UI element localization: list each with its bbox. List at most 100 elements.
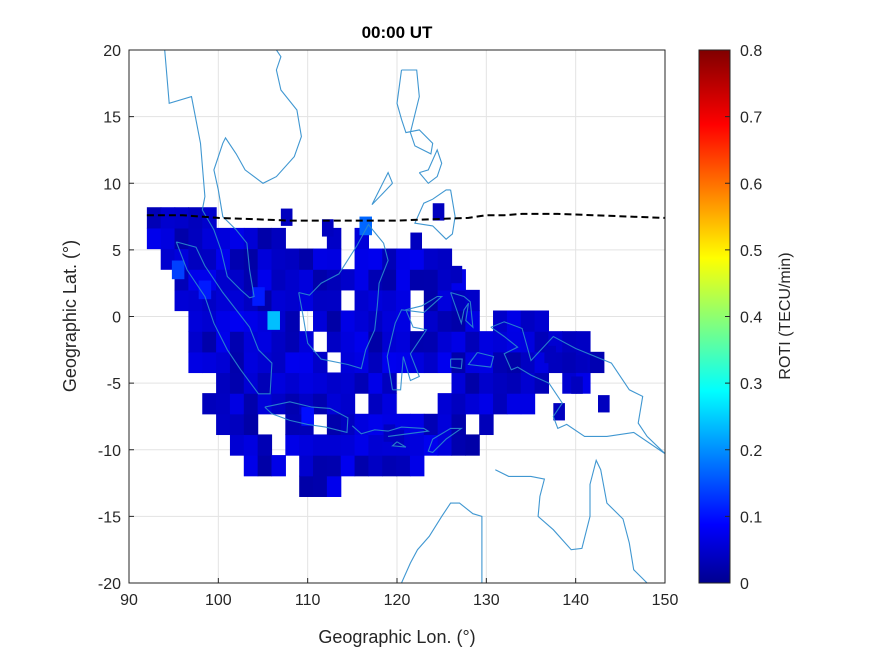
roti-cell-highlight (198, 280, 212, 300)
roti-cell (160, 227, 176, 250)
roti-cell (257, 434, 273, 456)
colorbar-tick-label: 0.6 (740, 176, 762, 193)
coastlines (164, 50, 665, 583)
roti-cell (229, 351, 245, 374)
coastline (175, 241, 273, 395)
roti-cell (409, 455, 425, 477)
roti-cell (285, 310, 300, 332)
y-tick-label: -20 (98, 576, 121, 593)
roti-cell (520, 310, 536, 332)
colorbar-tick-label: 0.3 (740, 376, 762, 393)
roti-cell (257, 269, 273, 291)
roti-cell (506, 393, 522, 415)
roti-cell (271, 227, 286, 250)
coastline (427, 427, 464, 454)
roti-cell (383, 424, 396, 442)
roti-cell (553, 403, 565, 421)
roti-cell-highlight (171, 260, 185, 280)
roti-cell (479, 413, 494, 436)
roti-cell (392, 429, 405, 448)
roti-cell (368, 455, 383, 477)
roti-cell (313, 269, 328, 291)
roti-cell (326, 393, 342, 415)
colorbar-tick-label: 0 (740, 576, 749, 593)
roti-cell (216, 227, 231, 250)
roti-cell (451, 393, 466, 415)
coastline (396, 69, 434, 155)
y-tick-label: -15 (98, 509, 121, 526)
roti-cell (188, 331, 203, 353)
roti-cell (465, 393, 480, 415)
roti-cell (450, 265, 463, 284)
roti-cell (598, 395, 610, 413)
roti-cell (243, 310, 259, 332)
roti-cell (368, 434, 383, 456)
coastline (386, 295, 444, 391)
roti-cell (216, 351, 231, 374)
roti-cell (160, 207, 176, 229)
roti-cell (423, 351, 439, 374)
roti-cell (493, 351, 508, 374)
colorbar-tick-label: 0.1 (740, 509, 762, 526)
roti-cell (243, 227, 259, 250)
roti-cell (534, 372, 550, 394)
roti-cell-highlight (252, 287, 265, 306)
roti-cell (354, 372, 370, 394)
coastline (414, 189, 456, 240)
roti-cell (202, 227, 217, 250)
roti-cell (188, 207, 203, 229)
roti-cell (174, 207, 190, 229)
roti-cell (326, 413, 342, 436)
y-tick-label: 20 (103, 43, 121, 60)
roti-cell (313, 372, 328, 394)
roti-cell (271, 248, 286, 270)
roti-cell (368, 413, 383, 436)
roti-cell (451, 351, 466, 374)
roti-cell (396, 248, 411, 270)
roti-cell (493, 393, 508, 415)
roti-cell (271, 455, 286, 477)
colorbar-tick-label: 0.8 (740, 43, 762, 60)
roti-cell (409, 269, 425, 291)
roti-cell (271, 351, 286, 374)
roti-cell (534, 310, 550, 332)
roti-cell (437, 393, 453, 415)
roti-cell (432, 203, 445, 221)
roti-cell (520, 393, 536, 415)
coastline (450, 291, 474, 329)
roti-cell (368, 372, 383, 394)
x-tick-label: 100 (205, 592, 232, 609)
roti-cell (396, 310, 411, 332)
roti-cell (243, 413, 259, 436)
roti-cell (229, 289, 245, 312)
roti-cell (271, 269, 286, 291)
coastline (264, 401, 349, 434)
roti-cell (340, 455, 356, 477)
roti-cell (216, 310, 231, 332)
roti-cell (188, 227, 203, 250)
roti-cell (257, 331, 273, 353)
roti-cell (479, 351, 494, 374)
roti-cell (257, 248, 273, 270)
roti-cell (479, 393, 494, 415)
roti-cell (285, 434, 300, 456)
roti-cell (423, 310, 439, 332)
roti-cell (188, 351, 203, 374)
roti-cell (313, 289, 328, 312)
roti-cell (299, 372, 314, 394)
roti-cell (437, 248, 453, 270)
roti-cell (437, 434, 453, 456)
colorbar-ticks: 0 0.1 0.2 0.3 0.4 0.5 0.6 0.7 0.8 (725, 43, 762, 593)
roti-cell (243, 393, 259, 415)
roti-cell (368, 393, 383, 415)
roti-cell (257, 351, 273, 374)
magnetic-equator-line (146, 212, 665, 222)
x-tick-label: 140 (562, 592, 589, 609)
roti-cell-highlight (301, 407, 314, 426)
roti-cell (465, 434, 480, 456)
roti-cell (409, 248, 425, 270)
roti-cell (354, 331, 370, 353)
roti-cell (382, 351, 397, 374)
x-tick-label: 110 (295, 592, 321, 609)
roti-cell (451, 434, 466, 456)
